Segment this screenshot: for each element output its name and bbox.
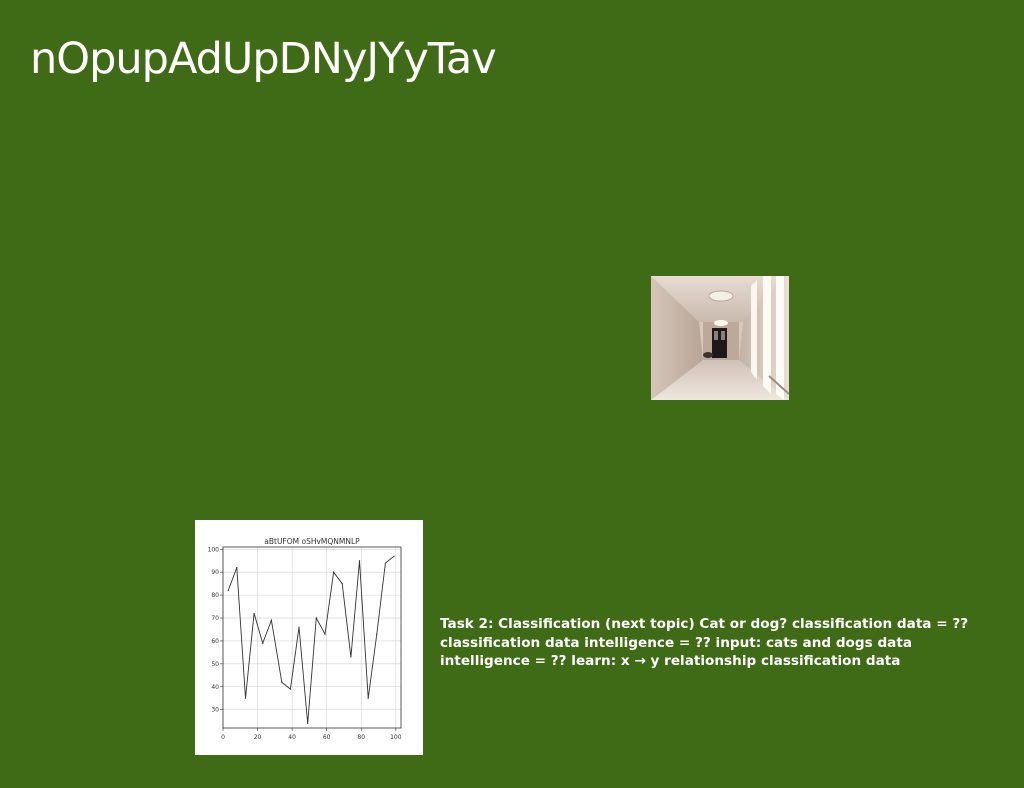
data-point [236, 567, 238, 569]
data-point [289, 688, 291, 690]
series-line [227, 555, 395, 724]
data-point [244, 697, 247, 699]
line-chart: aBtUFOM oSHvMQNMNLP 0 20 40 60 80 100 30 40 50 60… [195, 520, 423, 755]
y-tick-label: 30 [211, 707, 219, 714]
data-point [262, 642, 264, 644]
data-point [253, 612, 255, 615]
x-tick-label: 100 [390, 734, 402, 741]
slide-body-text: Task 2: Classification (next topic) Cat … [440, 616, 969, 669]
line-chart-svg: aBtUFOM oSHvMQNMNLP 0 20 40 60 80 100 30 40 50 60… [208, 537, 402, 741]
chart-title: aBtUFOM oSHvMQNMNLP [264, 537, 360, 546]
data-point [384, 562, 387, 564]
data-point [333, 571, 335, 573]
x-tick-label: 20 [254, 734, 262, 741]
data-point [307, 722, 309, 725]
y-tick-label: 90 [211, 569, 219, 576]
x-tick-label: 80 [357, 734, 365, 741]
data-point [227, 589, 229, 592]
data-point [393, 555, 395, 557]
data-point [358, 560, 361, 562]
y-tick-label: 70 [211, 615, 219, 622]
x-tick-label: 40 [288, 734, 296, 741]
plot-area-frame [222, 546, 402, 729]
hallway-photo [651, 276, 789, 400]
y-tick-label: 80 [211, 592, 219, 599]
data-point [367, 697, 369, 699]
x-tick-label: 60 [323, 734, 331, 741]
y-tick-label: 60 [211, 638, 219, 645]
data-point [350, 656, 352, 658]
data-point [315, 617, 317, 619]
data-point [281, 681, 283, 683]
data-point [324, 633, 326, 635]
y-tick-label: 100 [208, 546, 220, 553]
data-point [376, 633, 378, 635]
y-tick-label: 50 [211, 661, 219, 668]
y-tick-label: 40 [211, 684, 219, 691]
data-point [298, 626, 300, 628]
data-point [270, 619, 272, 621]
slide-title: nOpupAdUpDNyJYyTav [30, 34, 497, 84]
x-tick-label: 0 [221, 734, 225, 741]
data-point [341, 583, 343, 585]
